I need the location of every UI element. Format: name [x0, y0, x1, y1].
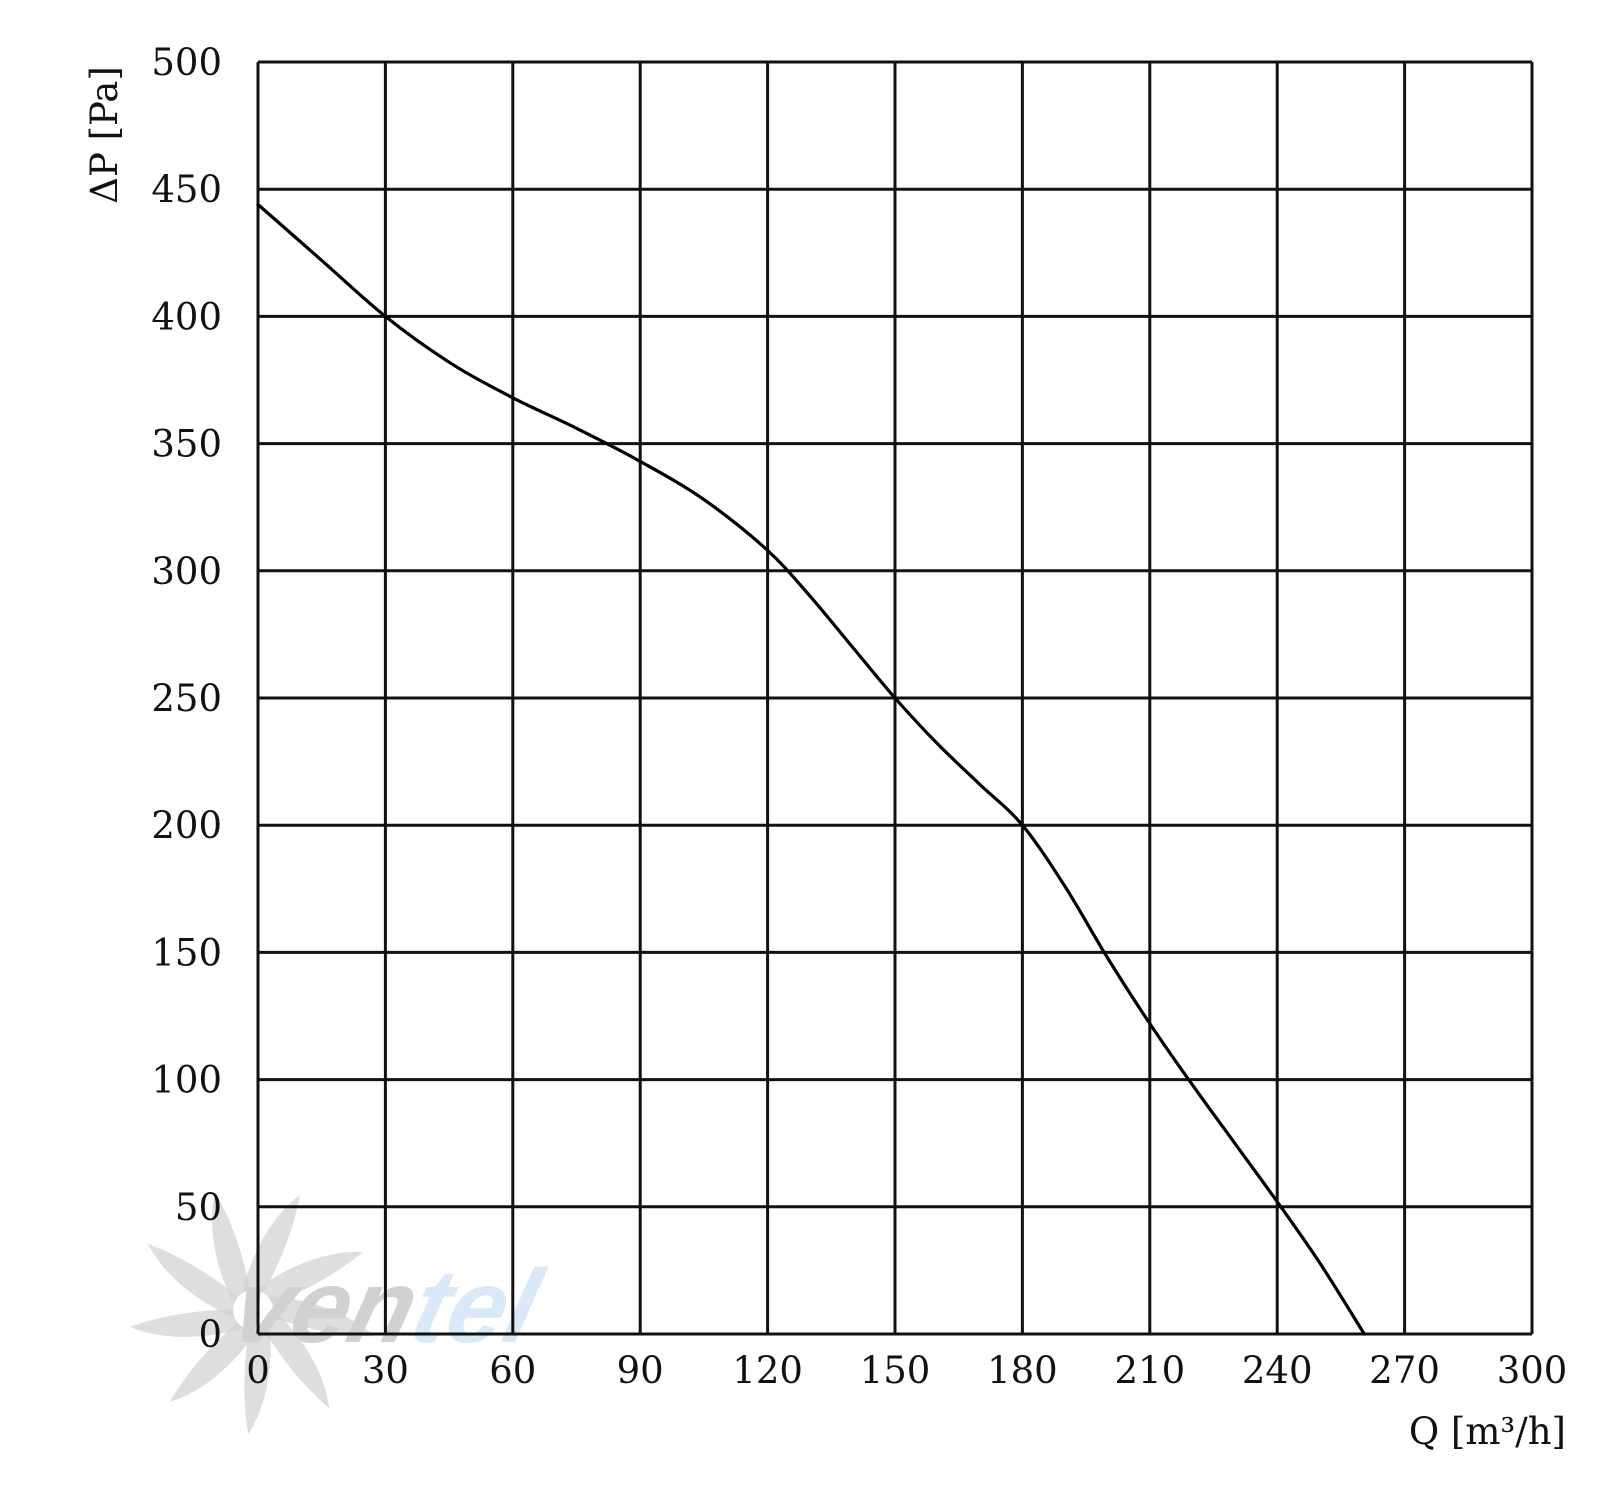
fan-blade [262, 1306, 330, 1409]
pressure-flow-curve [256, 202, 1366, 1336]
x-axis-label: Q [m³/h] [1409, 1410, 1566, 1453]
fan-blade [264, 1296, 375, 1337]
y-tick-label: 350 [151, 423, 222, 466]
y-tick-label: 0 [198, 1313, 222, 1356]
fan-blade [212, 1191, 251, 1307]
fan-blade [253, 1251, 363, 1304]
x-tick-label: 210 [1114, 1349, 1185, 1392]
watermark-text: ventel [222, 1248, 554, 1364]
fan-logo-icon [129, 1191, 375, 1435]
y-tick-label: 400 [151, 295, 222, 338]
fan-hub [233, 1290, 273, 1330]
fan-blade [241, 1194, 300, 1297]
y-tick-label: 100 [151, 1059, 222, 1102]
x-tick-label: 30 [362, 1349, 409, 1392]
y-tick-label: 450 [151, 168, 222, 211]
y-tick-label: 250 [151, 677, 222, 720]
x-tick-label: 120 [732, 1349, 803, 1392]
ventel-watermark: ventel [129, 1191, 554, 1435]
fan-blade [169, 1321, 260, 1403]
x-tick-label: 270 [1369, 1349, 1440, 1392]
fan-blade [129, 1309, 247, 1337]
y-tick-label: 150 [151, 931, 222, 974]
x-axis-ticks: 0 30 60 90 120 150 180 210 240 270 300 [246, 1349, 1567, 1392]
y-axis-label: ΔP [Pa] [83, 66, 126, 204]
x-tick-label: 180 [987, 1349, 1058, 1392]
x-tick-label: 0 [246, 1349, 270, 1392]
x-tick-label: 90 [617, 1349, 664, 1392]
x-tick-label: 240 [1242, 1349, 1313, 1392]
fan-blade [244, 1319, 271, 1435]
y-axis-ticks: 0 50 100 150 200 250 300 350 400 450 500 [151, 41, 222, 1356]
x-tick-label: 150 [860, 1349, 931, 1392]
x-tick-label: 300 [1497, 1349, 1568, 1392]
fan-blade [147, 1243, 239, 1319]
y-tick-label: 50 [175, 1186, 222, 1229]
y-tick-label: 500 [151, 41, 222, 84]
y-tick-label: 200 [151, 804, 222, 847]
y-tick-label: 300 [151, 550, 222, 593]
watermark-text-dark: ven [222, 1248, 430, 1364]
x-tick-label: 60 [489, 1349, 536, 1392]
